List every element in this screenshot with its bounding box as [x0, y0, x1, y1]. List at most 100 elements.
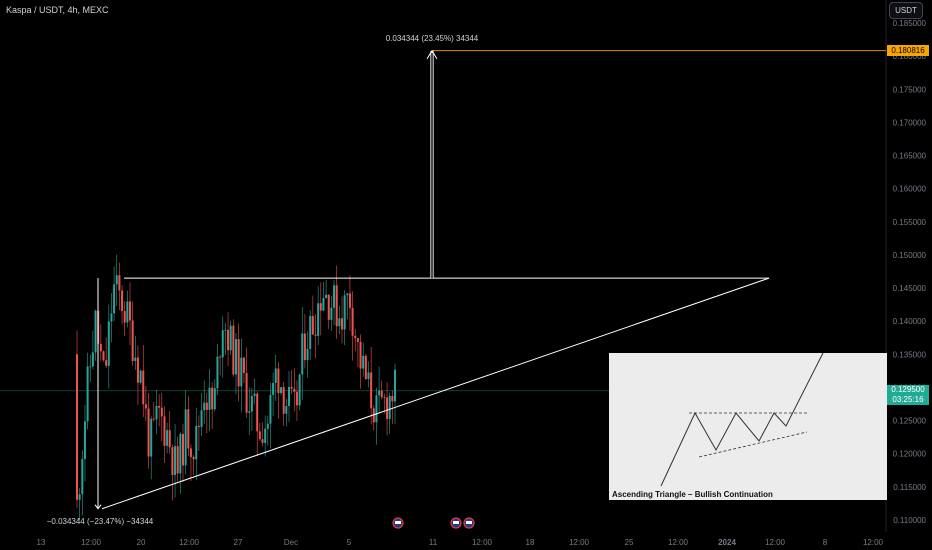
candle-body — [356, 338, 359, 342]
candle-body — [242, 357, 245, 373]
candle-body — [179, 433, 182, 474]
candle-body — [134, 357, 137, 361]
candle-body — [370, 372, 373, 409]
candle-body — [280, 387, 283, 394]
candle-body — [322, 298, 325, 311]
candle-body — [118, 275, 121, 291]
y-tick-label: 0.185000 — [893, 19, 927, 28]
candle-body — [150, 418, 153, 457]
candle-body — [89, 366, 92, 368]
x-tick-label: 18 — [526, 538, 535, 547]
y-tick-label: 0.120000 — [893, 450, 927, 459]
candle-body — [298, 374, 301, 406]
ascending-support-line — [101, 277, 770, 510]
candle-body — [250, 396, 253, 412]
candle-body — [102, 351, 105, 361]
pattern-support-line — [698, 431, 808, 458]
candle-body — [285, 405, 288, 414]
candle-body — [391, 395, 394, 402]
x-tick-label: 12:00 — [569, 538, 590, 547]
candle-body — [121, 290, 124, 312]
x-tick-label: 13 — [37, 538, 46, 547]
candle-body — [83, 421, 86, 460]
x-tick-label: 2024 — [718, 538, 736, 547]
candle-body — [192, 457, 195, 460]
candle-body — [227, 329, 230, 351]
candle-body — [176, 446, 179, 474]
candle-body — [171, 447, 174, 475]
y-tick-label: 0.140000 — [893, 317, 927, 326]
candle-body — [388, 395, 391, 419]
candle-body — [282, 387, 285, 414]
countdown-timer: 03:25:16 — [892, 395, 924, 404]
event-flag-stripe — [453, 521, 459, 524]
candle-body — [338, 318, 341, 327]
event-flag-stripe — [395, 521, 401, 524]
x-tick-label: 11 — [429, 538, 438, 547]
candle-body — [94, 310, 97, 353]
candle-body — [216, 356, 219, 389]
pattern-sketch-line — [660, 352, 824, 487]
candle-body — [166, 430, 169, 446]
x-tick-label: 12:00 — [179, 538, 200, 547]
candle-body — [394, 369, 396, 402]
candle-body — [78, 494, 81, 500]
candle-body — [131, 320, 134, 361]
candle-body — [306, 348, 309, 361]
candle-body — [314, 334, 317, 336]
candle-body — [182, 433, 184, 466]
candle-body — [129, 301, 131, 321]
y-tick-label: 0.180000 — [893, 52, 927, 61]
candle-body — [219, 356, 222, 358]
candle-body — [115, 275, 118, 285]
candle-body — [288, 386, 290, 406]
candle-body — [335, 285, 338, 327]
x-tick-label: 20 — [137, 538, 146, 547]
x-tick-label: 25 — [625, 538, 634, 547]
x-tick-label: 12:00 — [863, 538, 884, 547]
candle-body — [240, 357, 243, 387]
y-tick-label: 0.145000 — [893, 284, 927, 293]
candle-body — [211, 387, 214, 410]
candle-body — [184, 409, 187, 466]
candle-body — [343, 295, 346, 330]
candle-body — [258, 431, 261, 440]
candle-body — [303, 333, 306, 361]
candle-body — [311, 315, 314, 335]
candle-body — [333, 285, 336, 308]
candle-body — [221, 330, 224, 358]
measured-move-arrowhead — [426, 49, 438, 60]
y-tick-label: 0.170000 — [893, 118, 927, 127]
candle-body — [359, 341, 362, 369]
y-tick-label: 0.160000 — [893, 185, 927, 194]
candle-body — [86, 366, 89, 422]
candle-body — [378, 390, 381, 396]
candle-body — [147, 408, 150, 457]
candle-body — [200, 410, 203, 428]
pole-measure-label: −0.034344 (−23.47%) −34344 — [47, 517, 154, 526]
event-flag-stripe — [466, 521, 472, 524]
inset-caption: Ascending Triangle – Bullish Continuatio… — [612, 490, 773, 499]
candle-body — [348, 293, 351, 308]
y-tick-label: 0.135000 — [893, 350, 927, 359]
candle-body — [266, 423, 269, 429]
pattern-inset: Ascending Triangle – Bullish Continuatio… — [609, 352, 887, 500]
candle-body — [290, 386, 293, 389]
candle-body — [253, 393, 256, 397]
candle-body — [126, 301, 129, 323]
x-tick-label: 5 — [347, 538, 352, 547]
candle-body — [330, 307, 333, 320]
candle-body — [123, 311, 126, 323]
x-tick-label: 12:00 — [668, 538, 689, 547]
y-tick-label: 0.155000 — [893, 218, 927, 227]
candle-body — [295, 391, 298, 406]
y-tick-label: 0.150000 — [893, 251, 927, 260]
x-tick-label: 12:00 — [81, 538, 102, 547]
currency-badge[interactable]: USDT — [889, 2, 923, 19]
candle-body — [272, 382, 275, 395]
candle-body — [213, 388, 216, 410]
candle-body — [76, 354, 78, 500]
candle-body — [245, 372, 248, 413]
candle-body — [189, 448, 192, 458]
